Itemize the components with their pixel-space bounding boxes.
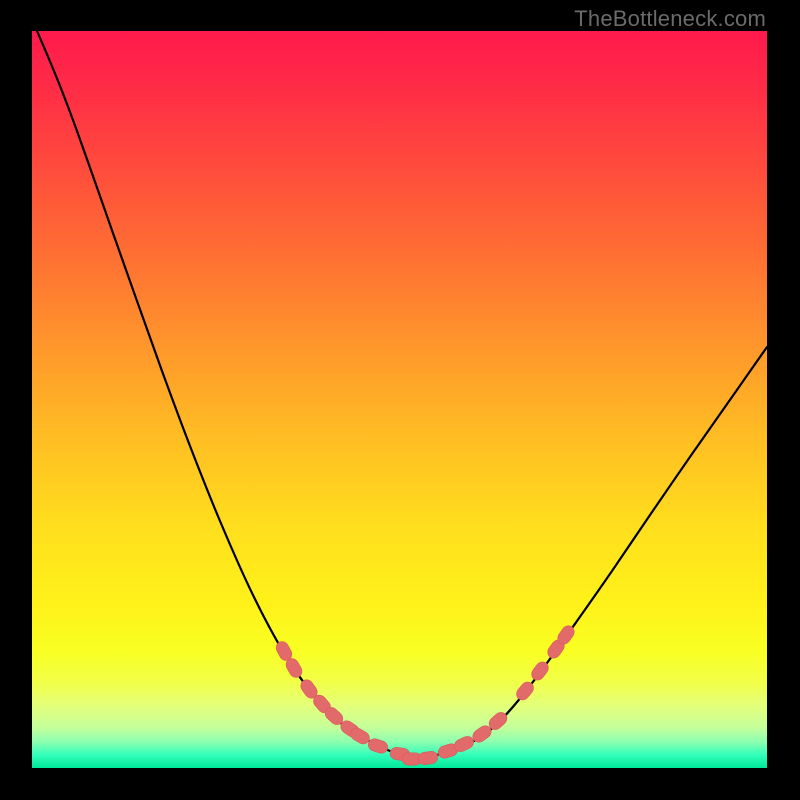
plot-area: [32, 31, 767, 768]
watermark-text: TheBottleneck.com: [574, 6, 766, 32]
curve-marker: [417, 750, 439, 765]
curve-layer: [32, 31, 767, 768]
right-curve: [462, 347, 767, 746]
left-curve: [37, 31, 365, 739]
curve-marker: [367, 737, 390, 755]
chart-frame: TheBottleneck.com: [0, 0, 800, 800]
marker-group: [274, 623, 577, 765]
